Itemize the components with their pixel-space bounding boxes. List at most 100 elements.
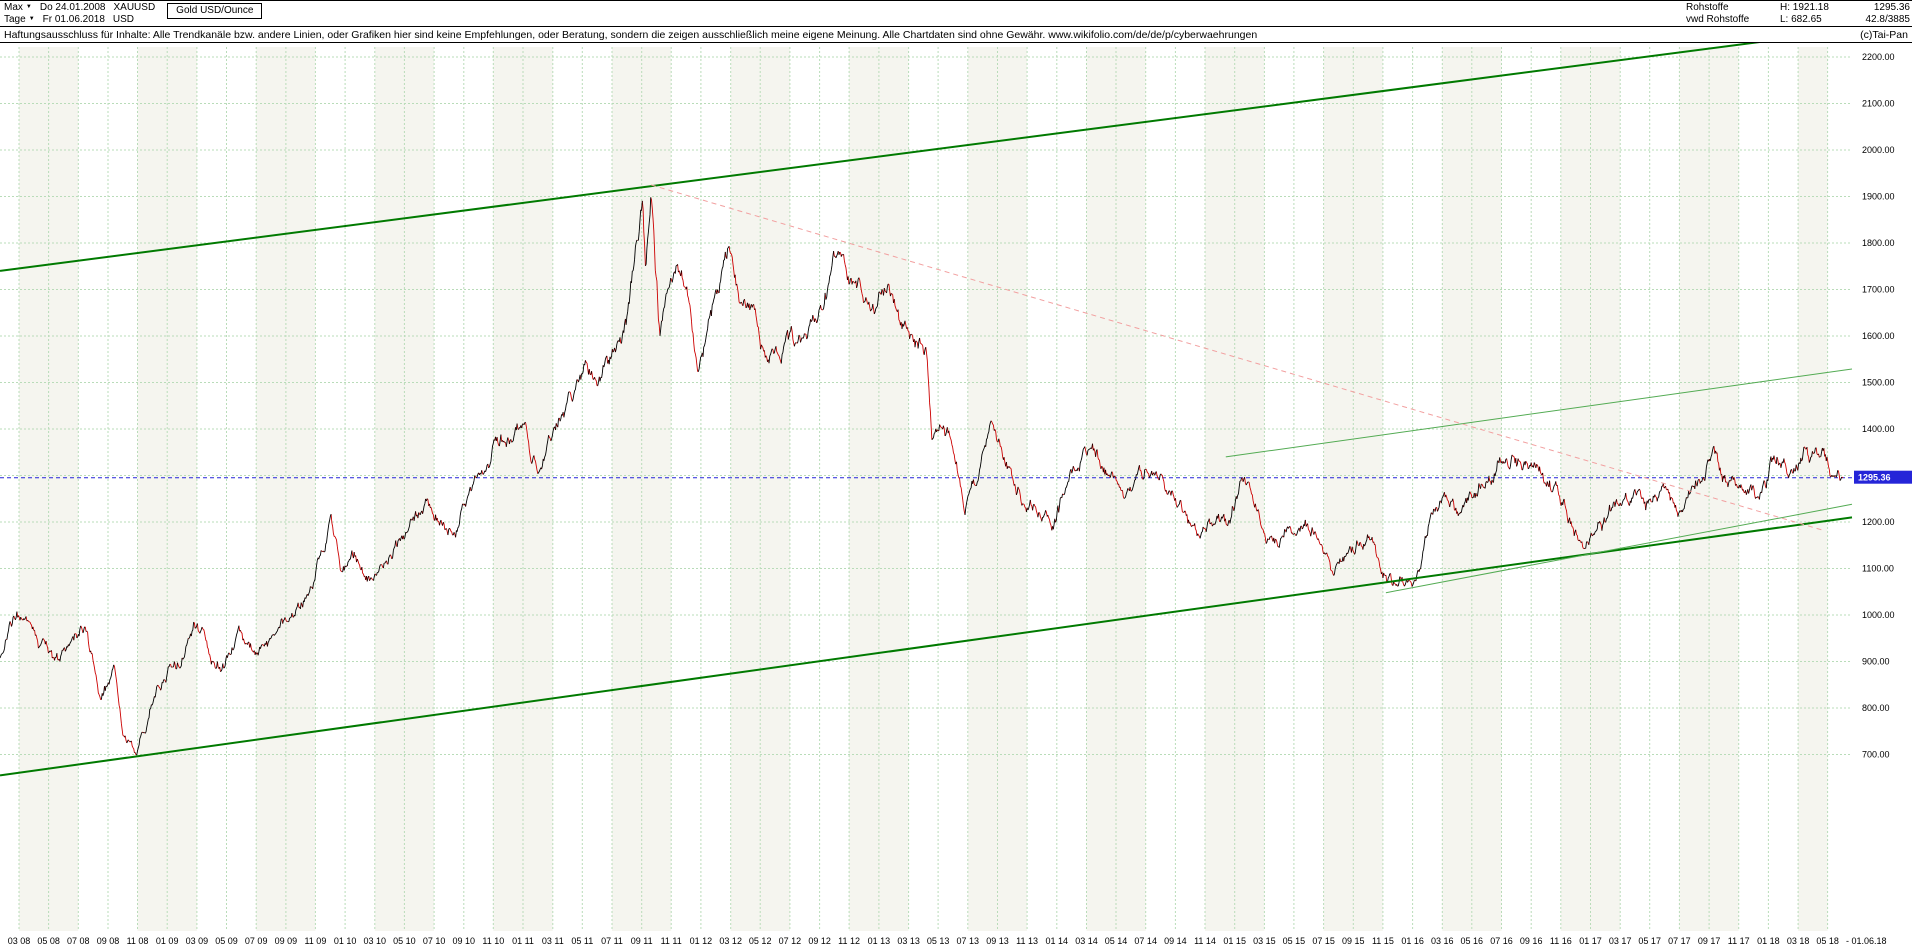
trendline-lower-minor[interactable] <box>1385 503 1853 594</box>
group-label: Rohstoffe <box>1686 1 1729 13</box>
chevron-down-icon: ▼ <box>25 4 32 10</box>
svg-text:03 15: 03 15 <box>1253 936 1276 946</box>
instrument-title: Gold USD/Ounce <box>167 3 263 19</box>
svg-text:1700.00: 1700.00 <box>1862 285 1895 295</box>
svg-text:2000.00: 2000.00 <box>1862 145 1895 155</box>
svg-text:03 13: 03 13 <box>897 936 920 946</box>
svg-text:09 15: 09 15 <box>1342 936 1365 946</box>
symbol-label: XAUUSD <box>113 1 156 13</box>
stat-label: 42.8/3885 <box>1865 13 1911 25</box>
svg-text:03 10: 03 10 <box>364 936 387 946</box>
svg-text:07 15: 07 15 <box>1312 936 1335 946</box>
svg-text:03 17: 03 17 <box>1609 936 1632 946</box>
svg-text:01 09: 01 09 <box>156 936 179 946</box>
svg-text:05 18: 05 18 <box>1816 936 1839 946</box>
gridlines <box>0 47 1852 931</box>
svg-text:03 12: 03 12 <box>719 936 742 946</box>
svg-text:11 11: 11 11 <box>661 936 682 946</box>
svg-text:01 17: 01 17 <box>1579 936 1602 946</box>
svg-text:03 14: 03 14 <box>1075 936 1098 946</box>
svg-text:01 16: 01 16 <box>1401 936 1424 946</box>
svg-text:1600.00: 1600.00 <box>1862 331 1895 341</box>
svg-text:11 16: 11 16 <box>1550 936 1572 946</box>
svg-text:05 15: 05 15 <box>1283 936 1306 946</box>
svg-text:07 16: 07 16 <box>1490 936 1513 946</box>
svg-text:09 12: 09 12 <box>808 936 831 946</box>
range-dropdown-label: Max <box>4 1 23 13</box>
svg-text:07 08: 07 08 <box>67 936 90 946</box>
svg-text:07 14: 07 14 <box>1134 936 1157 946</box>
end-date-axis-label: - 01.06.18 <box>1846 936 1887 946</box>
svg-text:1900.00: 1900.00 <box>1862 192 1895 202</box>
trendline-upper-minor[interactable] <box>1225 368 1853 458</box>
svg-text:11 14: 11 14 <box>1194 936 1216 946</box>
svg-text:2200.00: 2200.00 <box>1862 52 1895 62</box>
svg-text:09 14: 09 14 <box>1164 936 1187 946</box>
svg-text:01 13: 01 13 <box>868 936 891 946</box>
price-chart[interactable]: 700.00 800.00 900.00 1000.00 1100.00 1200.00 1… <box>0 43 1912 952</box>
quote-info: Rohstoffe H: 1921.18 1295.36 vwd Rohstof… <box>1686 1 1912 25</box>
range-dropdown[interactable]: Max ▼ <box>4 2 32 13</box>
period-dropdown[interactable]: Tage ▼ <box>4 14 35 25</box>
svg-text:05 09: 05 09 <box>215 936 238 946</box>
svg-text:07 12: 07 12 <box>779 936 802 946</box>
chart-header: Max ▼ Do 24.01.2008 XAUUSD Tage ▼ Fr 01.… <box>0 1 1912 27</box>
high-label: H: 1921.18 <box>1780 1 1829 13</box>
svg-text:05 12: 05 12 <box>749 936 772 946</box>
svg-text:1295.36: 1295.36 <box>1858 473 1891 483</box>
end-date-label[interactable]: Fr 01.06.2018 <box>42 13 105 25</box>
svg-text:01 10: 01 10 <box>334 936 357 946</box>
svg-text:11 17: 11 17 <box>1728 936 1750 946</box>
svg-text:07 17: 07 17 <box>1668 936 1691 946</box>
svg-text:09 09: 09 09 <box>275 936 298 946</box>
chart-controls: Max ▼ Do 24.01.2008 XAUUSD Tage ▼ Fr 01.… <box>0 1 155 25</box>
background-bands <box>19 47 1828 931</box>
svg-text:09 13: 09 13 <box>986 936 1009 946</box>
copyright-label: (c)Tai-Pan <box>1860 28 1908 41</box>
svg-text:03 11: 03 11 <box>542 936 564 946</box>
svg-text:03 08: 03 08 <box>8 936 31 946</box>
svg-text:01 11: 01 11 <box>512 936 534 946</box>
svg-text:09 16: 09 16 <box>1520 936 1543 946</box>
currency-label: USD <box>112 13 135 25</box>
chevron-down-icon: ▼ <box>28 16 35 22</box>
last-price-tag: 1295.36 <box>1854 470 1912 484</box>
svg-text:11 15: 11 15 <box>1372 936 1394 946</box>
svg-text:07 10: 07 10 <box>423 936 446 946</box>
svg-text:11 10: 11 10 <box>482 936 504 946</box>
svg-text:05 13: 05 13 <box>927 936 950 946</box>
svg-text:07 09: 07 09 <box>245 936 268 946</box>
svg-text:1000.00: 1000.00 <box>1862 610 1895 620</box>
svg-text:01 14: 01 14 <box>1046 936 1069 946</box>
svg-text:11 12: 11 12 <box>838 936 860 946</box>
trendline-downtrend-from-2011-high[interactable] <box>650 184 1822 531</box>
trendline-upper-channel[interactable] <box>0 43 1852 272</box>
svg-text:03 18: 03 18 <box>1787 936 1810 946</box>
svg-text:1800.00: 1800.00 <box>1862 238 1895 248</box>
start-date-label[interactable]: Do 24.01.2008 <box>39 1 106 13</box>
svg-text:05 16: 05 16 <box>1461 936 1484 946</box>
svg-text:09 11: 09 11 <box>631 936 653 946</box>
svg-text:07 13: 07 13 <box>957 936 980 946</box>
svg-text:700.00: 700.00 <box>1862 750 1890 760</box>
svg-text:11 13: 11 13 <box>1016 936 1038 946</box>
svg-text:800.00: 800.00 <box>1862 703 1890 713</box>
svg-text:09 10: 09 10 <box>453 936 476 946</box>
disclaimer-bar: Haftungsausschluss für Inhalte: Alle Tre… <box>0 27 1912 43</box>
svg-text:1200.00: 1200.00 <box>1862 517 1895 527</box>
y-axis-labels: 700.00 800.00 900.00 1000.00 1100.00 1200.00 1… <box>1862 52 1895 760</box>
trendline-lower-channel[interactable] <box>0 516 1853 777</box>
chart-area: 700.00 800.00 900.00 1000.00 1100.00 1200.00 1… <box>0 43 1912 952</box>
svg-text:01 12: 01 12 <box>690 936 713 946</box>
svg-text:11 08: 11 08 <box>127 936 149 946</box>
svg-text:03 09: 03 09 <box>186 936 209 946</box>
svg-text:09 08: 09 08 <box>97 936 120 946</box>
svg-text:07 11: 07 11 <box>601 936 623 946</box>
svg-text:2100.00: 2100.00 <box>1862 99 1895 109</box>
svg-text:900.00: 900.00 <box>1862 657 1890 667</box>
price-series-up <box>0 197 1843 756</box>
feed-label: vwd Rohstoffe <box>1686 13 1750 25</box>
svg-text:05 11: 05 11 <box>571 936 593 946</box>
svg-text:1400.00: 1400.00 <box>1862 424 1895 434</box>
